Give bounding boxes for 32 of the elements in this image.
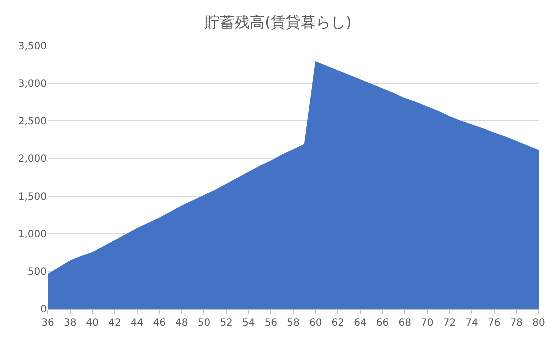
x-tick-label: 74 (466, 318, 478, 329)
x-tick-label: 44 (130, 318, 144, 329)
x-tick-label: 66 (376, 318, 390, 329)
x-tick-label: 70 (421, 318, 434, 329)
x-tick-label: 36 (42, 318, 54, 329)
y-tick-label: 3,000 (18, 79, 47, 90)
x-tick-label: 58 (287, 318, 300, 329)
y-tick-label: 500 (28, 266, 47, 278)
x-tick-label: 60 (309, 318, 322, 329)
x-tick-label: 68 (398, 318, 412, 329)
x-tick-label: 54 (242, 318, 256, 329)
x-tick-label: 56 (264, 318, 278, 329)
x-tick-label: 38 (64, 318, 77, 329)
y-tick-label: 2,500 (18, 116, 47, 128)
x-tick-label: 72 (443, 318, 456, 329)
x-tick-label: 46 (153, 318, 166, 329)
x-tick-label: 52 (220, 318, 233, 329)
x-tick-label: 78 (510, 318, 524, 329)
x-tick-label: 42 (108, 318, 122, 329)
x-tick-label: 50 (198, 318, 211, 329)
y-tick-label: 3,500 (18, 42, 47, 52)
y-tick-label: 0 (40, 304, 47, 316)
y-tick-label: 1,500 (18, 192, 47, 203)
x-tick-label: 40 (86, 318, 100, 329)
y-tick-label: 1,000 (18, 229, 47, 240)
y-tick-label: 2,000 (18, 154, 47, 166)
x-tick-label: 76 (488, 318, 501, 329)
x-tick-label: 48 (176, 318, 188, 329)
x-tick-label: 80 (532, 318, 546, 329)
x-tick-label: 64 (354, 318, 367, 329)
chart-title: 貯蓄残高(賃貸暮らし) (205, 14, 352, 32)
x-tick-label: 62 (332, 318, 345, 329)
